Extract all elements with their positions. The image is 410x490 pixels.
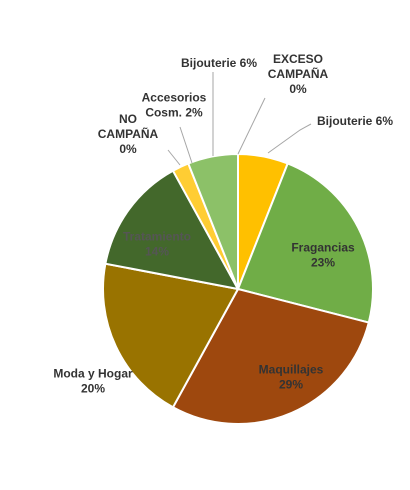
slice-label-2: Maquillajes 29% [259, 363, 324, 392]
slice-label-5: NO CAMPAÑA 0% [98, 112, 159, 156]
slice-label-line: Moda y Hogar [53, 367, 133, 381]
slice-label-line: 20% [81, 382, 105, 396]
slice-label-line: EXCESO [273, 52, 323, 66]
slice-labels: Bijouterie 6% Fragancias 23% Maquillajes 29%… [53, 52, 393, 396]
slice-label-line: 0% [289, 82, 307, 96]
leader-lines [167, 72, 312, 166]
pie-slice-3 [102, 262, 240, 409]
slice-label-line: Maquillajes [259, 363, 324, 377]
slice-label-line: Bijouterie 6% [317, 114, 393, 128]
pie-slice-1 [236, 162, 374, 324]
leader-line-0 [267, 123, 312, 154]
slice-label-7: Bijouterie 6% [181, 56, 257, 70]
slice-label-4: Tratamiento 14% [123, 230, 191, 259]
slice-label-line: 0% [119, 142, 137, 156]
slice-label-line: CAMPAÑA [98, 126, 159, 141]
pie-slice-2 [171, 287, 370, 425]
slice-label-line: Fragancias [291, 241, 355, 255]
pie-slice-7 [187, 152, 239, 290]
pie-slice-4 [104, 169, 240, 291]
leader-line-8 [237, 97, 266, 155]
slice-label-6: Accesorios Cosm. 2% [142, 91, 207, 120]
slice-label-line: Tratamiento [123, 230, 191, 244]
slice-label-line: 14% [145, 245, 169, 259]
slice-label-line: Cosm. 2% [145, 106, 203, 120]
slice-label-line: 29% [279, 378, 303, 392]
slice-label-line: Bijouterie 6% [181, 56, 257, 70]
slice-label-8: EXCESO CAMPAÑA 0% [268, 52, 329, 96]
leader-line-5 [167, 149, 181, 166]
slice-label-line: CAMPAÑA [268, 66, 329, 81]
slice-label-line: NO [119, 112, 137, 126]
slice-label-3: Moda y Hogar 20% [53, 367, 133, 396]
slice-label-line: Accesorios [142, 91, 207, 105]
leader-line-6 [179, 126, 193, 164]
slice-label-1: Fragancias 23% [291, 241, 355, 270]
slice-label-0: Bijouterie 6% [317, 114, 393, 128]
pie-slices [102, 152, 374, 425]
slice-label-line: 23% [311, 256, 335, 270]
